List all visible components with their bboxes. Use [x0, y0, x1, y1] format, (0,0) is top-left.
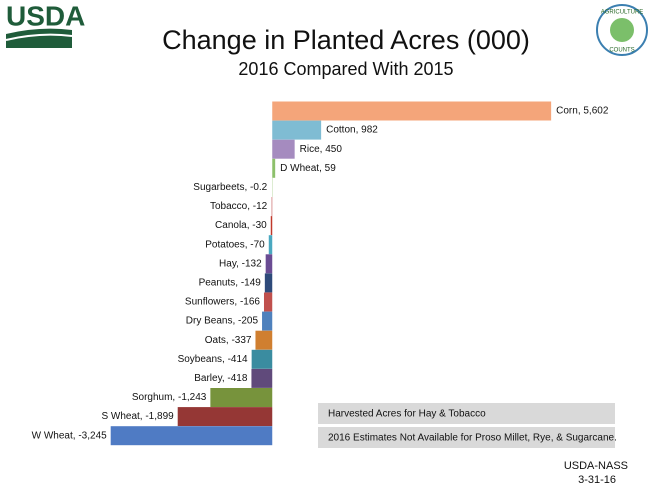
note-box	[318, 403, 615, 424]
bar-label: S Wheat, -1,899	[101, 411, 174, 422]
bar-label: Soybeans, -414	[178, 354, 248, 365]
chart-title: Change in Planted Acres (000)	[162, 25, 530, 55]
bar	[264, 273, 273, 293]
bar	[110, 426, 273, 446]
note: 2016 Estimates Not Available for Proso M…	[328, 433, 617, 444]
usda-logo: USDA	[5, 0, 85, 48]
bar	[255, 330, 273, 350]
logo-stripe	[5, 33, 73, 41]
logo-text: USDA	[6, 0, 85, 31]
bar	[262, 311, 273, 331]
badge-text: COUNTS	[609, 48, 634, 54]
bar	[271, 197, 273, 216]
bar-label: Sunflowers, -166	[185, 297, 260, 308]
bar-label: W Wheat, -3,245	[32, 430, 107, 441]
bar-label: Oats, -337	[205, 335, 252, 346]
bar	[272, 139, 295, 159]
bar	[268, 235, 273, 255]
bar	[265, 254, 273, 274]
bar	[177, 407, 273, 427]
bar	[270, 216, 273, 236]
bar-label: Cotton, 982	[326, 125, 378, 136]
badge-globe	[610, 18, 634, 42]
bar-label: Rice, 450	[300, 144, 343, 155]
bar	[210, 388, 273, 407]
note-box	[318, 427, 615, 448]
bar-label: D Wheat, 59	[280, 163, 336, 174]
bar	[263, 292, 273, 312]
badge: AGRICULTURE COUNTS	[596, 4, 648, 56]
note: Harvested Acres for Hay & Tobacco	[328, 409, 486, 420]
bar	[251, 368, 273, 388]
bar-label: Sorghum, -1,243	[132, 392, 207, 403]
bar	[272, 158, 276, 178]
bar-label: Tobacco, -12	[210, 201, 268, 212]
bar-label: Hay, -132	[219, 258, 262, 269]
bar-label: Sugarbeets, -0.2	[193, 182, 267, 193]
bar-label: Potatoes, -70	[205, 239, 265, 250]
logo-hills	[6, 28, 72, 48]
chart-subtitle: 2016 Compared With 2015	[238, 59, 453, 79]
bar-label: Corn, 5,602	[556, 106, 609, 117]
badge-text: AGRICULTURE	[601, 10, 644, 16]
source: USDA-NASS	[564, 460, 628, 472]
bar-label: Canola, -30	[215, 220, 267, 231]
bar-label: Dry Beans, -205	[186, 316, 259, 327]
bar-label: Barley, -418	[194, 373, 248, 384]
date: 3-31-16	[578, 474, 616, 486]
bar-label: Peanuts, -149	[199, 278, 262, 289]
bar	[251, 349, 273, 369]
bar	[272, 120, 322, 140]
bar	[272, 101, 552, 121]
